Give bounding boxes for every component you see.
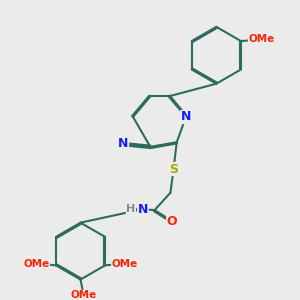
Text: N: N [181, 110, 191, 123]
Text: S: S [169, 163, 178, 176]
Text: OMe: OMe [23, 259, 50, 269]
Text: OMe: OMe [112, 259, 138, 269]
Text: N: N [118, 137, 129, 151]
Text: O: O [167, 214, 177, 228]
Text: N: N [138, 202, 148, 216]
Text: H: H [126, 203, 136, 214]
Text: OMe: OMe [248, 34, 274, 44]
Text: OMe: OMe [70, 290, 97, 300]
